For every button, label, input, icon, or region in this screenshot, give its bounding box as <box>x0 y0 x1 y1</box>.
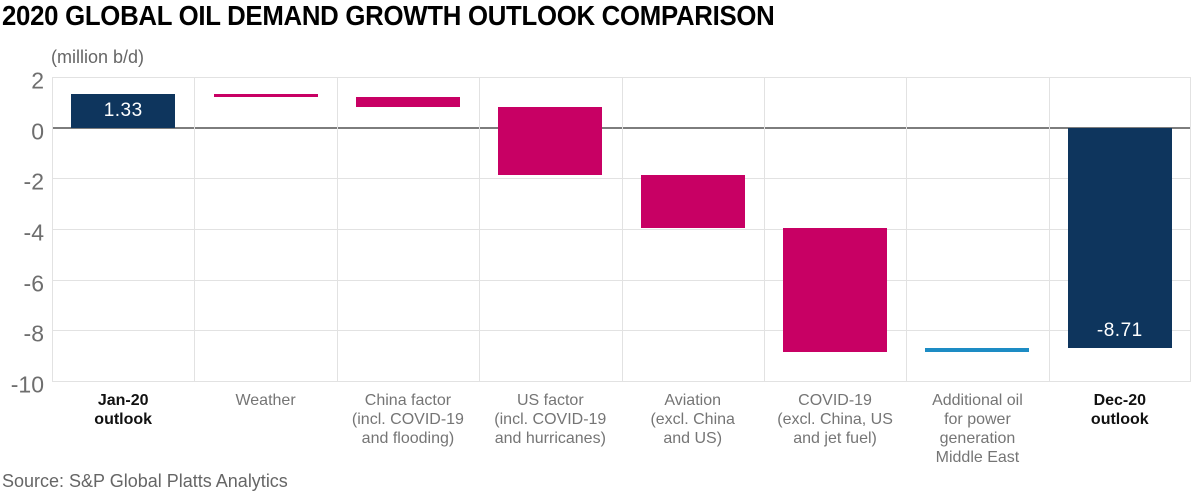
gridline-vertical <box>1190 77 1191 381</box>
bar-aviation <box>640 175 745 229</box>
category-label-dec-20-outlook: Dec-20 outlook <box>1090 392 1149 428</box>
gridline-vertical <box>52 77 53 381</box>
gridline-vertical <box>906 77 908 381</box>
category-label-us-factor: US factor (incl. COVID-19 and hurricanes… <box>494 392 607 447</box>
y-tick-label: 0 <box>31 118 44 145</box>
category-label-weather: Weather <box>235 392 296 409</box>
bar-china-factor <box>355 96 460 107</box>
x-axis-labels: Jan-20 outlook Weather China factor (incl.… <box>52 391 1191 475</box>
category-label-aviation: Aviation (excl. China and US) <box>650 392 735 447</box>
bar-additional-oil-power-generation-middle-east <box>925 348 1030 353</box>
gridline-vertical <box>621 77 623 381</box>
bar-weather <box>213 93 318 97</box>
gridline-horizontal <box>52 381 1191 382</box>
bar-covid-19 <box>783 228 888 353</box>
y-axis: 2 0 -2 -4 -6 -8 -10 <box>0 68 44 398</box>
category-label-covid-19: COVID-19 (excl. China, US and jet fuel) <box>777 392 893 447</box>
gridline-vertical <box>336 77 338 381</box>
chart-title: 2020 GLOBAL OIL DEMAND GROWTH OUTLOOK CO… <box>2 0 775 31</box>
y-tick-label: -2 <box>23 168 44 195</box>
bar-jan-20-outlook: 1.33 <box>71 93 176 128</box>
y-tick-label: -10 <box>10 371 44 398</box>
bar-us-factor <box>498 106 603 176</box>
gridline-vertical <box>763 77 765 381</box>
category-label-jan-20-outlook: Jan-20 outlook <box>94 392 153 428</box>
bar-dec-20-outlook: -8.71 <box>1067 127 1172 349</box>
y-tick-label: -4 <box>23 219 44 246</box>
bar-value-label: 1.33 <box>103 99 143 121</box>
gridline-vertical <box>1048 77 1050 381</box>
gridline-vertical <box>194 77 196 381</box>
y-tick-label: -6 <box>23 270 44 297</box>
plot-area: 1.33 -8.71 <box>52 77 1191 382</box>
source-note: Source: S&P Global Platts Analytics <box>2 471 288 491</box>
category-label-additional-oil-power-generation-middle-east: Additional oil for power generation Midd… <box>932 392 1023 466</box>
y-tick-label: 2 <box>31 67 44 94</box>
gridline-vertical <box>479 77 481 381</box>
y-tick-label: -8 <box>23 320 44 347</box>
unit-label: (million b/d) <box>51 47 145 67</box>
category-label-china-factor: China factor (incl. COVID-19 and floodin… <box>351 392 464 447</box>
bar-value-label: -8.71 <box>1096 320 1143 342</box>
